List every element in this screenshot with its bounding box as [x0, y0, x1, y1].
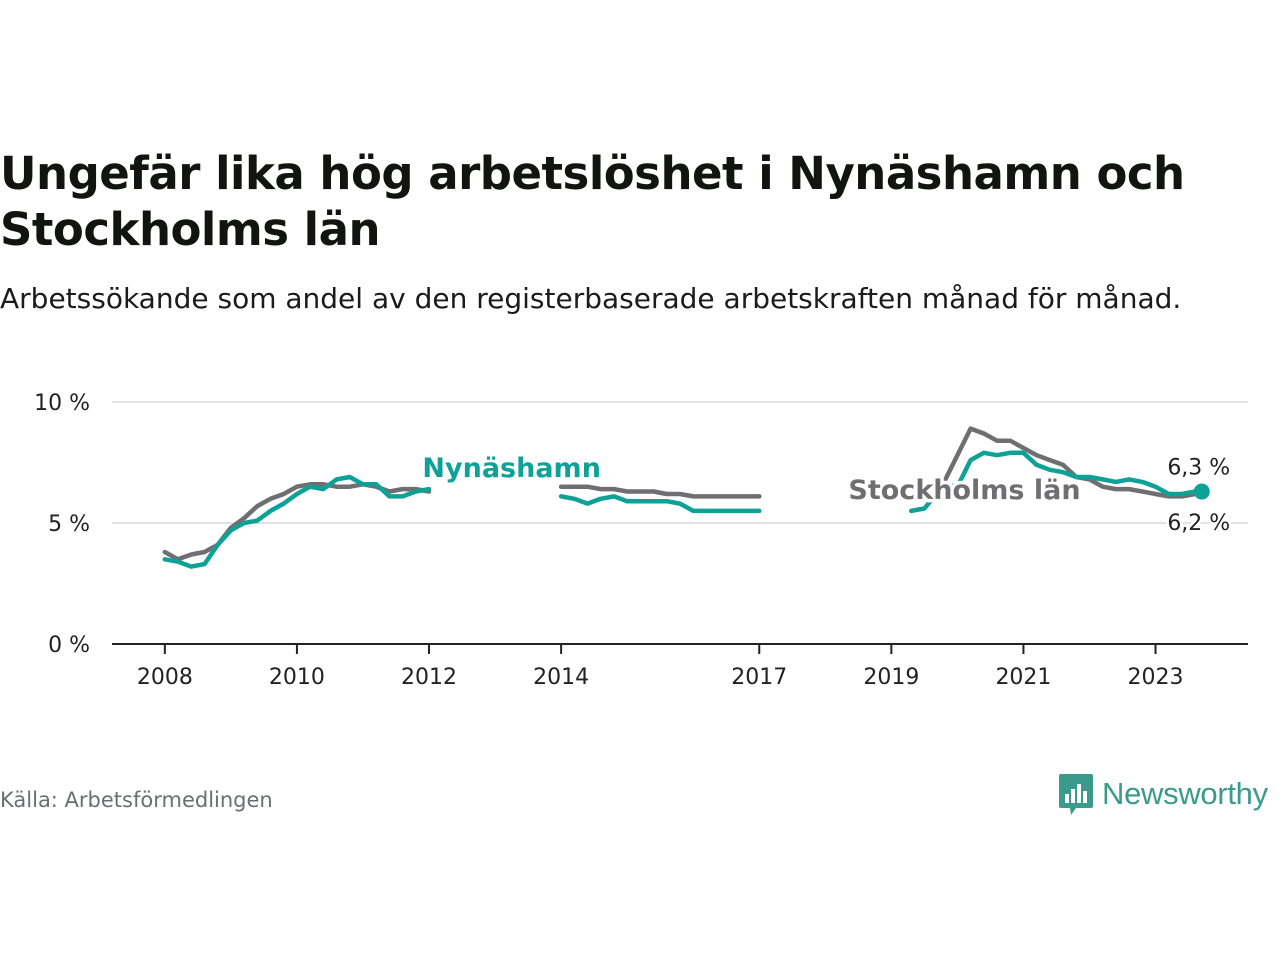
x-tick-label: 2017: [731, 665, 787, 690]
newsworthy-logo-icon: [1059, 774, 1093, 815]
x-tick-label: 2008: [137, 665, 193, 690]
brand-name: Newsworthy: [1102, 776, 1268, 811]
y-tick-label: 10 %: [34, 391, 90, 416]
line-chart: 0 %5 %10 % 2008 2010 2012 2014 2017 2019 2021 2…: [34, 391, 1248, 690]
x-tick-label: 2021: [995, 665, 1051, 690]
series-label: Nynäshamn: [422, 453, 601, 484]
end-value-label: 6,2 %: [1167, 511, 1230, 536]
series-line-stockholms-l-n: [558, 484, 762, 499]
end-point-marker: [1193, 483, 1210, 500]
x-tick-label: 2023: [1128, 665, 1184, 690]
page-title: Ungefär lika hög arbetslöshet i Nynäsham…: [0, 147, 1185, 256]
series-line-nyn-shamn: [908, 450, 1205, 514]
series-line-nyn-shamn: [558, 494, 762, 514]
page-subtitle: Arbetssökande som andel av den registerb…: [0, 282, 1182, 315]
source-note: Källa: Arbetsförmedlingen: [0, 788, 273, 812]
series-line-nyn-shamn: [162, 474, 432, 569]
x-axis: 2008 2010 2012 2014 2017 2019 2021 2023: [112, 643, 1248, 690]
y-tick-label: 5 %: [48, 512, 90, 537]
y-tick-label: 0 %: [48, 633, 90, 658]
x-tick-label: 2010: [269, 665, 325, 690]
x-tick-label: 2014: [533, 665, 589, 690]
y-axis: 0 % 5 % 10 %: [34, 391, 90, 658]
series-label: Stockholms län: [848, 475, 1080, 506]
newsworthy-brand: Newsworthy: [1058, 772, 1268, 816]
chart-series: [162, 426, 1205, 569]
chart-labels: Stockholms län Nynäshamn 6,3 % 6,2 %: [419, 450, 1233, 539]
x-tick-label: 2012: [401, 665, 457, 690]
chart-grid: [112, 401, 1248, 524]
x-tick-label: 2019: [863, 665, 919, 690]
end-value-label: 6,3 %: [1167, 456, 1230, 481]
